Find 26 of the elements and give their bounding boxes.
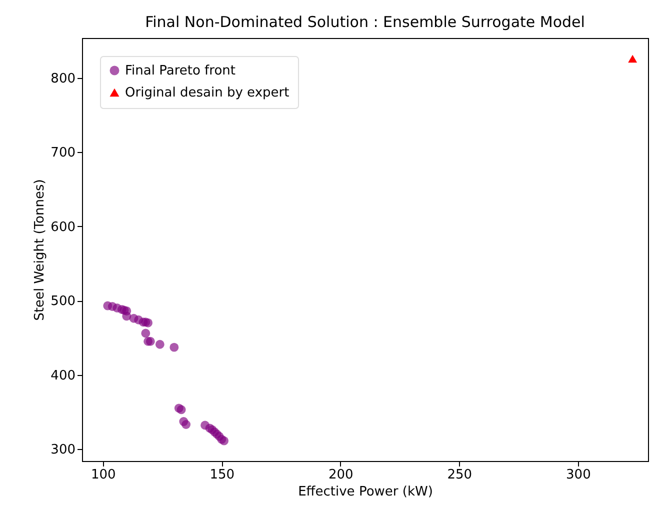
y-axis-title: Steel Weight (Tonnes) <box>32 179 48 321</box>
y-tick-label: 500 <box>50 294 76 310</box>
point <box>628 54 638 63</box>
x-tick-label: 250 <box>447 468 472 482</box>
y-tick-label: 300 <box>50 442 76 458</box>
y-tick-label: 600 <box>50 220 76 235</box>
point <box>144 318 152 328</box>
point <box>146 336 155 346</box>
point <box>170 342 179 352</box>
y-tick-label: 700 <box>50 146 76 161</box>
x-tick-label: 100 <box>90 468 116 482</box>
point <box>182 420 191 429</box>
point <box>220 436 229 446</box>
legend-label: Original desain by expert <box>125 86 290 100</box>
y-tick-label: 800 <box>50 71 76 86</box>
point <box>122 312 132 321</box>
point <box>176 405 186 414</box>
chart-title: Final Non-Dominated Solution : Ensemble Surrogate Model <box>145 13 585 31</box>
legend-label: Final Pareto front <box>125 64 236 78</box>
point <box>141 328 150 338</box>
x-tick-label: 200 <box>328 468 354 482</box>
x-tick-label: 300 <box>566 468 591 482</box>
y-tick-label: 400 <box>50 368 76 384</box>
x-tick-label: 150 <box>210 468 235 482</box>
point <box>155 340 164 349</box>
x-axis-title: Effective Power (kW) <box>298 484 433 500</box>
